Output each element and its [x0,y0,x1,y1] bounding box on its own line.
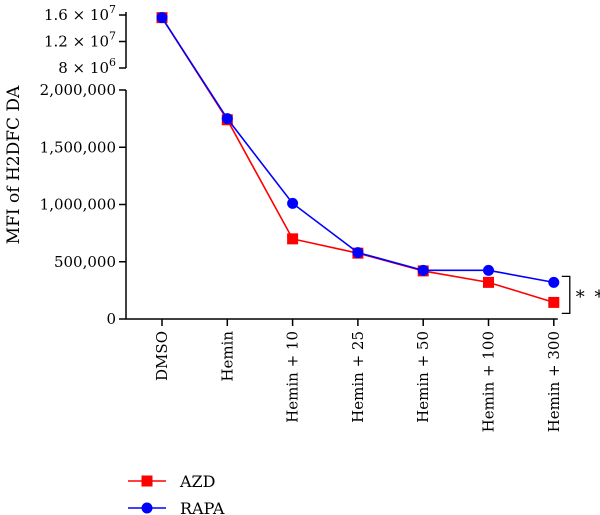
data-point [352,247,364,259]
y-tick-label: 500,000 [54,253,116,271]
y-tick-label: 1.2 × 107 [44,30,116,51]
y-tick-label-coef: 8 × 10 [58,59,109,77]
series-rapa [156,12,560,288]
legend-label: RAPA [180,499,225,515]
legend-label: AZD [179,472,216,491]
x-tick-label: Hemin + 100 [480,331,498,432]
data-point [287,233,299,245]
data-point [156,12,168,24]
series-line [161,17,555,304]
y-axis-title: MFI of H2DFC DA [4,85,24,244]
series-azd [156,12,560,308]
y-tick-label: 1,500,000 [40,138,116,156]
y-tick-label-exp: 6 [109,56,116,69]
y-tick-label: 2,000,000 [40,81,116,99]
x-tick-label: Hemin + 300 [545,331,563,432]
legend-marker [141,475,153,487]
series-line [161,17,554,284]
y-tick-label-coef: 1.6 × 10 [44,6,109,24]
x-tick-label: DMSO [153,331,171,381]
legend-item-rapa: RAPA [128,499,225,515]
data-point [287,197,299,209]
legend-marker [141,502,153,514]
data-point [221,113,233,125]
lower-y-axis: 0 500,000 1,000,000 1,500,000 2,000,000 [40,81,126,328]
x-tick-label: Hemin [218,331,236,382]
x-axis: DMSO Hemin Hemin + 10 Hemin + 25 Hemin + 50 H… [153,319,563,432]
legend-item-azd: AZD [128,472,216,491]
significance-bracket [561,275,571,315]
x-tick-label: Hemin + 10 [284,331,302,423]
legend: AZD RAPA [128,472,225,515]
series-layer [156,12,560,308]
x-tick-label: Hemin + 25 [349,331,367,423]
significance-stars: * * [576,287,600,308]
y-tick-label-exp: 7 [109,30,116,43]
data-point [548,296,560,308]
data-point [417,264,429,276]
data-point [548,276,560,288]
data-point [483,276,494,288]
y-tick-label: 1,000,000 [40,196,116,214]
significance-annotation: * * [561,275,600,315]
y-tick-label: 1.6 × 107 [44,3,116,24]
data-point [483,264,494,276]
y-tick-label-exp: 7 [109,3,116,16]
y-tick-label: 0 [106,310,116,328]
y-tick-label: 8 × 106 [58,56,116,77]
y-tick-label-coef: 1.2 × 10 [44,33,109,51]
x-tick-label: Hemin + 50 [414,331,432,423]
